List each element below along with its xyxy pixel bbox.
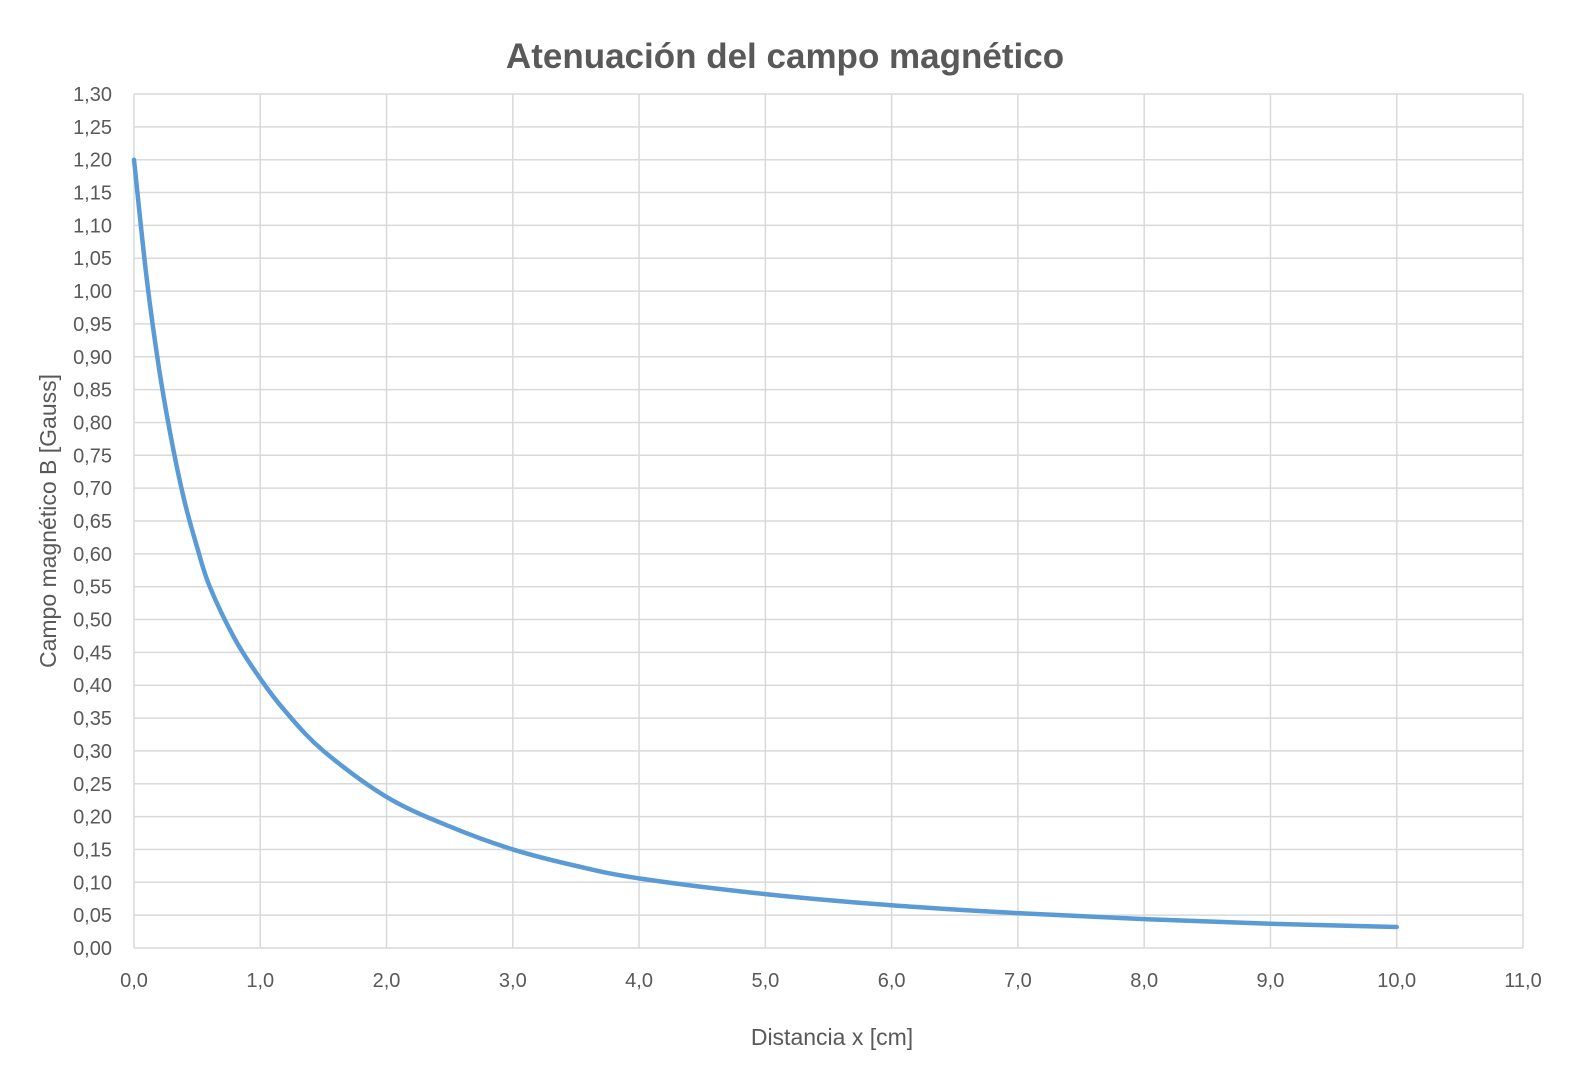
gridlines: [133, 93, 1524, 949]
x-tick-label: 1,0: [246, 970, 274, 992]
chart-title: Atenuación del campo magnético: [506, 37, 1064, 76]
y-tick-label: 0,75: [73, 445, 112, 467]
y-tick-label: 0,85: [73, 380, 112, 402]
y-tick-label: 1,15: [73, 183, 112, 205]
x-tick-label: 5,0: [751, 970, 779, 992]
y-tick-label: 0,25: [73, 774, 112, 796]
y-tick-label: 0,60: [73, 544, 112, 566]
y-tick-label: 0,35: [73, 708, 112, 730]
y-tick-label: 0,55: [73, 577, 112, 599]
y-tick-label: 1,00: [73, 281, 112, 303]
series-line-0: [131, 157, 1399, 930]
y-tick-label: 0,95: [73, 314, 112, 336]
y-tick-label: 1,10: [73, 215, 112, 237]
tick-labels: 0,00 0,05 0,10 0,15 0,20 0,25 0,30 0,35 0,40 0,45…: [73, 84, 1542, 992]
x-tick-label: 11,0: [1504, 970, 1541, 992]
x-tick-label: 4,0: [625, 970, 653, 992]
x-tick-label: 2,0: [373, 970, 401, 992]
y-tick-label: 0,00: [73, 938, 112, 960]
y-tick-label: 0,10: [73, 872, 112, 894]
y-tick-label: 0,20: [73, 807, 112, 829]
x-tick-label: 3,0: [499, 970, 527, 992]
y-tick-label: 0,05: [73, 905, 112, 927]
x-tick-label: 8,0: [1130, 970, 1158, 992]
x-tick-label: 7,0: [1004, 970, 1032, 992]
y-tick-label: 1,20: [73, 150, 112, 172]
y-tick-label: 0,15: [73, 839, 112, 861]
y-tick-label: 0,50: [73, 610, 112, 632]
x-axis-title: Distancia x [cm]: [751, 1024, 913, 1050]
x-tick-label: 9,0: [1257, 970, 1285, 992]
x-tick-label: 10,0: [1377, 970, 1416, 992]
y-tick-label: 0,90: [73, 347, 112, 369]
y-tick-label: 1,25: [73, 117, 112, 139]
y-axis-title: Campo magnético B [Gauss]: [35, 374, 61, 668]
y-tick-label: 0,30: [73, 741, 112, 763]
y-tick-label: 1,05: [73, 248, 112, 270]
y-tick-label: 0,40: [73, 675, 112, 697]
y-tick-label: 0,65: [73, 511, 112, 533]
y-tick-label: 0,45: [73, 642, 112, 664]
series-layer: [131, 157, 1399, 930]
y-tick-label: 0,80: [73, 412, 112, 434]
x-tick-label: 0,0: [120, 970, 148, 992]
x-tick-label: 6,0: [878, 970, 906, 992]
y-tick-label: 0,70: [73, 478, 112, 500]
y-tick-label: 1,30: [73, 84, 112, 106]
